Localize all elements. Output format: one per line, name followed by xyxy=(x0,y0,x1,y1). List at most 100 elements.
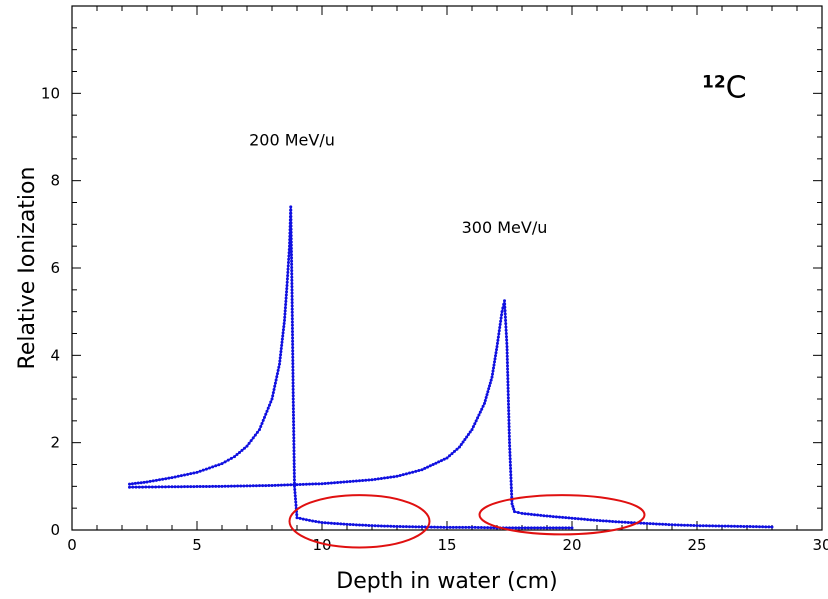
data-point xyxy=(292,483,296,487)
data-point xyxy=(201,484,205,488)
data-point xyxy=(339,480,343,484)
data-point xyxy=(476,416,480,420)
data-point xyxy=(504,328,508,332)
data-point xyxy=(508,441,511,445)
data-point xyxy=(507,405,511,409)
data-point xyxy=(431,463,435,466)
data-point xyxy=(157,485,161,489)
data-point xyxy=(459,443,463,447)
data-point xyxy=(503,309,507,313)
data-point xyxy=(508,447,512,451)
data-point xyxy=(292,436,296,440)
data-point xyxy=(423,466,427,470)
data-point xyxy=(276,483,280,487)
data-point xyxy=(364,523,368,527)
data-point xyxy=(470,428,474,432)
data-point xyxy=(437,460,441,464)
data-point xyxy=(701,524,705,528)
data-point xyxy=(623,520,627,524)
data-point xyxy=(576,517,580,521)
data-point xyxy=(128,485,131,489)
data-point xyxy=(292,471,296,475)
data-point xyxy=(145,480,149,484)
data-point xyxy=(507,402,510,406)
data-point xyxy=(342,522,346,526)
data-point xyxy=(291,368,295,372)
data-point xyxy=(499,316,503,320)
data-point xyxy=(284,293,288,297)
data-point xyxy=(287,251,291,255)
data-point xyxy=(589,518,593,522)
data-point xyxy=(289,250,293,254)
data-point xyxy=(361,523,365,527)
data-point xyxy=(279,350,283,354)
data-point xyxy=(348,522,352,526)
data-point xyxy=(179,474,183,478)
data-point xyxy=(147,485,151,489)
isotope-mass-number: 12 xyxy=(702,73,726,93)
data-point xyxy=(271,394,275,398)
data-point xyxy=(474,419,478,423)
data-point xyxy=(561,526,565,530)
data-point xyxy=(233,484,236,488)
data-point xyxy=(495,348,498,352)
data-point xyxy=(417,525,421,529)
data-point xyxy=(345,522,349,526)
data-point xyxy=(183,473,186,477)
data-point xyxy=(516,511,520,515)
data-point xyxy=(198,485,202,489)
data-point xyxy=(308,518,311,522)
data-point xyxy=(289,221,293,225)
data-point xyxy=(389,524,393,528)
y-tick-label: 8 xyxy=(50,172,60,190)
data-point xyxy=(292,416,296,420)
data-point xyxy=(491,369,495,373)
data-point xyxy=(291,381,295,385)
data-point xyxy=(286,270,290,274)
data-point xyxy=(183,485,186,489)
data-point xyxy=(292,426,296,430)
data-point xyxy=(142,480,146,484)
data-point xyxy=(720,524,724,528)
data-point xyxy=(245,444,249,448)
x-axis-title: Depth in water (cm) xyxy=(336,569,557,594)
data-point xyxy=(348,480,352,484)
data-point xyxy=(290,310,294,314)
data-point xyxy=(507,418,511,422)
data-point xyxy=(620,520,624,524)
data-point xyxy=(201,468,205,472)
data-point xyxy=(471,425,475,429)
data-point xyxy=(698,524,702,528)
data-point xyxy=(285,280,289,284)
data-point xyxy=(163,485,167,489)
data-point xyxy=(267,484,271,488)
data-point xyxy=(265,409,269,413)
data-point xyxy=(317,482,321,486)
data-point xyxy=(764,525,768,529)
data-point xyxy=(290,304,294,308)
data-point xyxy=(508,454,512,458)
data-point xyxy=(214,464,218,468)
data-point xyxy=(214,484,218,488)
data-point xyxy=(461,440,465,444)
data-point xyxy=(208,484,211,488)
x-tick-label: 25 xyxy=(687,536,706,554)
data-point xyxy=(761,525,765,529)
data-point xyxy=(379,524,383,528)
data-point xyxy=(689,523,693,527)
data-point xyxy=(508,463,512,467)
data-point xyxy=(290,320,294,324)
data-point xyxy=(158,478,161,482)
isotope-label: 12C xyxy=(702,71,747,106)
data-point xyxy=(523,526,527,530)
data-point xyxy=(506,367,510,371)
data-point xyxy=(539,526,543,530)
data-point xyxy=(488,384,491,388)
data-point xyxy=(420,525,424,529)
data-point xyxy=(507,421,511,425)
data-point xyxy=(291,387,295,391)
data-point xyxy=(583,517,586,521)
data-point xyxy=(301,517,305,521)
data-point xyxy=(586,518,590,522)
data-point xyxy=(290,285,294,289)
